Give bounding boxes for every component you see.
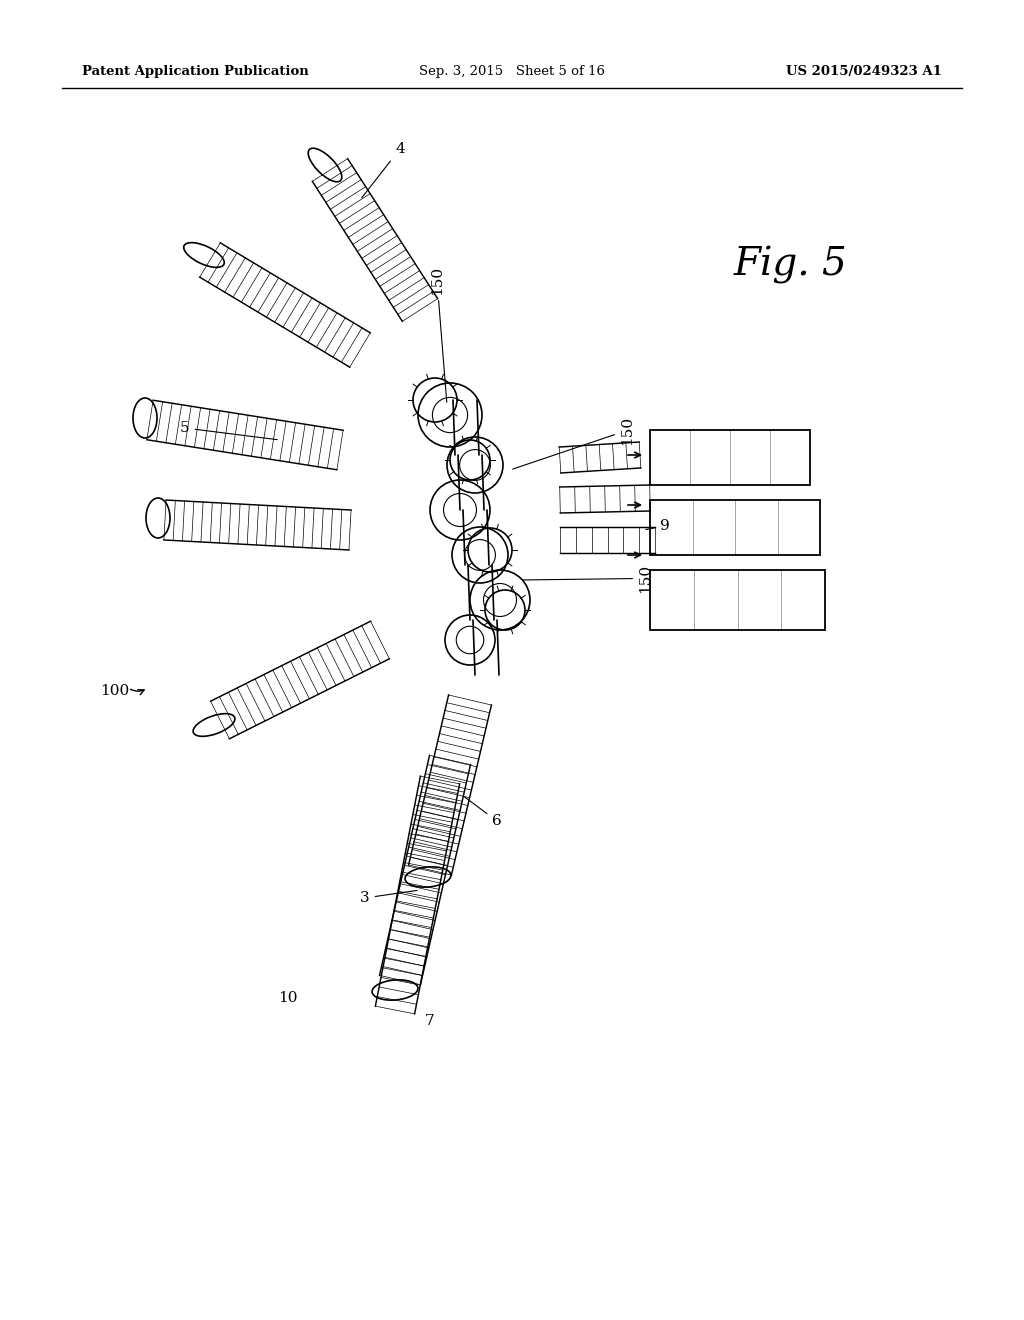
Text: 10: 10 — [278, 991, 298, 1005]
Text: Fig. 5: Fig. 5 — [733, 246, 847, 284]
Text: 150: 150 — [523, 564, 652, 593]
Text: 5: 5 — [180, 421, 278, 440]
Text: 6: 6 — [464, 797, 502, 828]
Text: 150: 150 — [430, 265, 446, 403]
Text: 150: 150 — [513, 416, 634, 469]
Text: Patent Application Publication: Patent Application Publication — [82, 66, 309, 78]
Text: 9: 9 — [646, 519, 670, 533]
Text: Sep. 3, 2015   Sheet 5 of 16: Sep. 3, 2015 Sheet 5 of 16 — [419, 66, 605, 78]
Text: 7: 7 — [425, 1014, 434, 1028]
Text: 100: 100 — [100, 684, 129, 698]
Bar — [650, 570, 825, 630]
Text: 3: 3 — [360, 891, 417, 906]
Text: 4: 4 — [361, 143, 404, 198]
Bar — [650, 430, 810, 484]
Text: US 2015/0249323 A1: US 2015/0249323 A1 — [786, 66, 942, 78]
Bar — [650, 500, 820, 554]
